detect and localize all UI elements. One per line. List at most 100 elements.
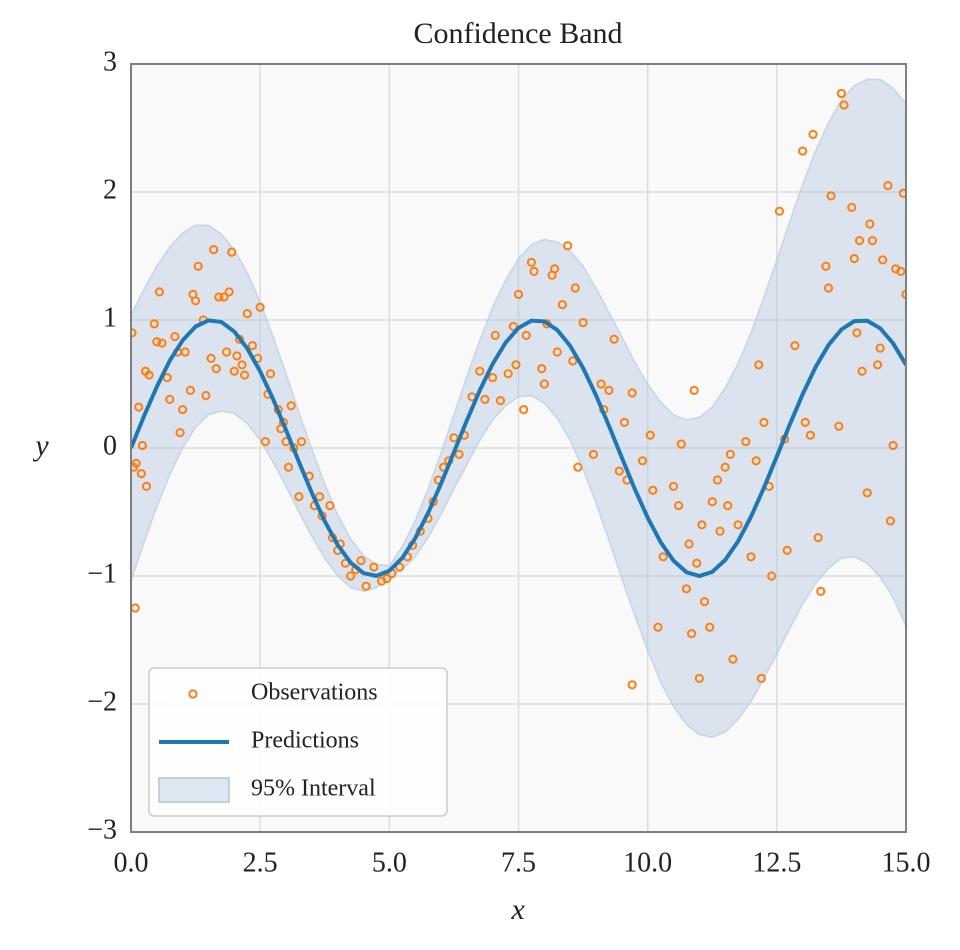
x-tick-label: 0.0	[114, 847, 149, 878]
observation-point	[283, 462, 294, 472]
observation-point	[637, 456, 648, 466]
observation-point	[741, 437, 751, 447]
x-axis-label: x	[510, 893, 525, 926]
observation-point	[144, 370, 154, 380]
observation-point	[707, 497, 717, 507]
y-tick-label: −2	[87, 686, 117, 717]
observation-point	[134, 402, 144, 412]
observation-point	[526, 257, 537, 267]
observation-point	[193, 261, 203, 271]
observation-point	[705, 622, 715, 632]
observation-point	[754, 360, 764, 370]
observation-point	[596, 379, 606, 389]
y-tick-label: −3	[87, 814, 117, 845]
observation-point	[759, 417, 769, 427]
observation-point	[221, 347, 232, 357]
y-tick-label: 1	[103, 302, 117, 333]
legend-label: 95% Interval	[251, 776, 376, 802]
observation-point	[247, 341, 258, 351]
observation-point	[395, 562, 405, 572]
observation-point	[798, 146, 808, 156]
observation-point	[237, 360, 247, 370]
observation-point	[480, 394, 490, 404]
observation-point	[229, 366, 239, 376]
observation-point	[836, 88, 847, 99]
observation-point	[495, 396, 506, 406]
legend-label: Observations	[251, 680, 378, 706]
observation-point	[513, 289, 524, 299]
observation-point	[684, 539, 694, 549]
observation-point	[896, 266, 906, 276]
observation-point	[686, 629, 697, 639]
observation-point	[808, 129, 818, 139]
observation-point	[449, 433, 459, 443]
x-tick-label: 12.5	[752, 847, 801, 878]
observation-point	[821, 261, 831, 271]
observation-point	[676, 439, 686, 449]
observation-point	[699, 597, 710, 607]
observation-point	[767, 571, 777, 581]
observation-point	[573, 462, 583, 472]
y-tick-label: 0	[103, 430, 117, 461]
observation-point	[185, 385, 196, 395]
observation-point	[232, 351, 242, 361]
observation-point	[728, 654, 738, 664]
observation-point	[800, 417, 810, 427]
observation-point	[314, 492, 325, 502]
observation-point	[857, 366, 867, 376]
observation-point	[627, 680, 637, 690]
plot-frame	[130, 63, 907, 833]
observation-point	[286, 401, 296, 411]
observation-point	[723, 501, 733, 511]
observation-point	[490, 330, 500, 340]
x-tick-label: 15.0	[882, 847, 931, 878]
observation-point	[475, 366, 485, 376]
observation-point	[537, 364, 547, 374]
observation-point	[648, 485, 658, 495]
observation-point	[823, 283, 834, 293]
observation-point	[774, 206, 785, 216]
observation-point	[131, 458, 141, 468]
y-tick-label: −1	[87, 558, 117, 589]
observation-point	[692, 558, 702, 568]
observation-point	[847, 202, 857, 212]
observation-point	[867, 236, 878, 246]
observation-point	[260, 437, 270, 447]
observation-point	[862, 488, 872, 498]
observation-point	[141, 481, 152, 491]
observation-point	[689, 385, 699, 395]
x-tick-label: 7.5	[501, 847, 536, 878]
plot-marks	[131, 78, 906, 739]
observation-point	[756, 673, 766, 684]
observation-point	[816, 586, 826, 596]
legend-box	[148, 667, 448, 817]
observation-point	[609, 334, 619, 344]
observation-point	[697, 520, 707, 530]
observation-point	[508, 321, 518, 331]
observation-point	[209, 245, 219, 255]
observation-point	[813, 533, 823, 543]
ticks: 0.0 2.5 5.0 7.5 10.0 12.5 15.0 −3 −2 −1 0 1 2 3	[87, 46, 930, 878]
observation-point	[211, 364, 221, 374]
observation-point	[653, 622, 663, 632]
observation-point	[180, 347, 190, 357]
observation-point	[614, 466, 624, 476]
observation-point	[240, 370, 250, 380]
observation-point	[885, 516, 896, 526]
observation-point	[206, 353, 216, 363]
observation-point	[265, 369, 276, 379]
observation-point	[720, 462, 730, 472]
observation-point	[224, 287, 234, 297]
observation-point	[645, 430, 655, 440]
observation-point	[604, 385, 614, 395]
observation-point	[529, 266, 539, 276]
observation-point	[619, 417, 630, 427]
observation-point	[872, 360, 883, 370]
observation-point	[137, 440, 147, 451]
legend-symbol	[188, 689, 198, 699]
observation-point	[888, 440, 898, 451]
observation-point	[296, 437, 307, 447]
observation-point	[149, 319, 159, 329]
observation-point	[875, 343, 885, 353]
observation-point	[511, 360, 521, 370]
